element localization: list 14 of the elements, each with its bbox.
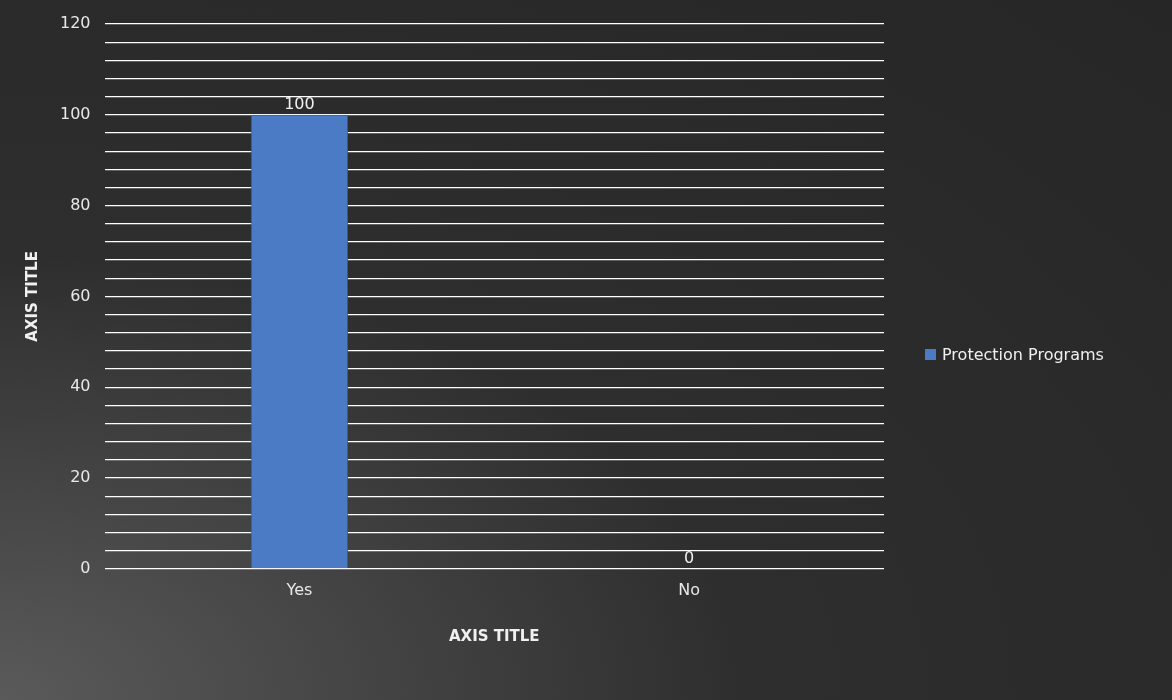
y-axis-title: AXIS TITLE (22, 251, 41, 342)
x-tick-label: No (678, 579, 701, 599)
legend-label: Protection Programs (942, 345, 1104, 364)
y-tick-label: 100 (59, 103, 91, 123)
x-tick-label: Yes (285, 579, 313, 599)
y-tick-label: 60 (70, 285, 91, 305)
y-tick-label: 20 (70, 467, 91, 487)
data-label: 0 (684, 547, 695, 567)
y-tick-label: 40 (70, 376, 91, 396)
data-label: 100 (284, 93, 315, 113)
y-tick-label: 120 (59, 13, 91, 33)
y-tick-label: 80 (70, 194, 91, 214)
x-axis-title: AXIS TITLE (448, 626, 540, 645)
y-tick-label: 0 (80, 557, 91, 577)
